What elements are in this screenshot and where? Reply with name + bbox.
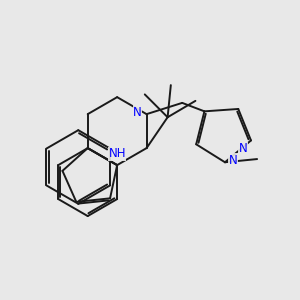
Text: N: N: [229, 154, 238, 167]
Text: NH: NH: [108, 147, 126, 161]
Text: N: N: [133, 106, 142, 119]
Text: N: N: [238, 142, 247, 155]
